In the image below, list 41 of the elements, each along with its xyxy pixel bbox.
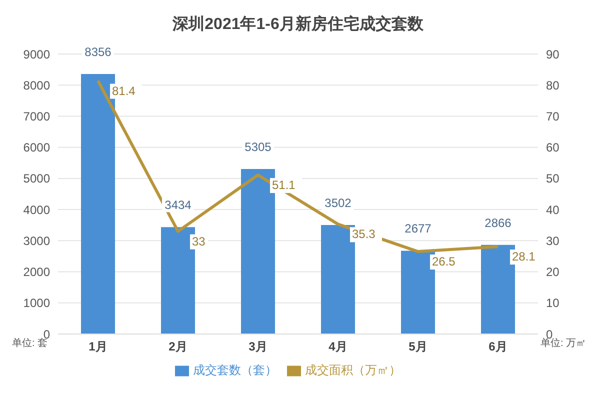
x-tick-label: 6月 [488, 340, 508, 354]
data-label: 26.5 [432, 254, 456, 269]
y-tick-label: 7000 [23, 109, 50, 124]
x-tick-label: 4月 [328, 340, 348, 354]
x-tick-label: 3月 [248, 340, 268, 354]
legend-label: 成交套数（套） [193, 363, 277, 377]
x-tick-label: 1月 [88, 340, 108, 354]
data-label: 3502 [324, 196, 352, 210]
legend-label: 成交面积（万㎡） [305, 363, 401, 377]
x-tick-label: 5月 [408, 340, 428, 354]
y2-tick-label: 70 [546, 109, 560, 124]
y-tick-label: 4000 [23, 202, 50, 217]
y2-tick-label: 10 [546, 296, 560, 310]
y2-tick-label: 90 [546, 47, 560, 62]
y-tick-label: 8000 [23, 78, 50, 92]
y-tick-label: 1000 [23, 296, 50, 310]
data-label: 33 [192, 234, 206, 248]
y-tick-label: 9000 [23, 47, 50, 62]
data-label: 2866 [484, 216, 512, 230]
y2-tick-label: 50 [546, 172, 560, 186]
y2-tick-label: 30 [546, 234, 560, 248]
y-tick-label: 5000 [23, 172, 50, 186]
y2-tick-label: 20 [546, 265, 560, 280]
y-tick-label: 2000 [23, 265, 50, 280]
x-tick-label: 2月 [168, 340, 188, 354]
data-label: 51.1 [272, 178, 296, 192]
data-label: 35.3 [352, 227, 376, 242]
data-label: 8356 [84, 45, 112, 60]
chart-title: 深圳2021年1-6月新房住宅成交套数 [172, 14, 424, 35]
y2-tick-label: 60 [546, 140, 560, 155]
data-label: 3434 [164, 198, 192, 212]
data-label: 28.1 [512, 250, 536, 264]
y2-tick-label: 80 [546, 78, 560, 92]
data-label: 2677 [404, 222, 432, 236]
y-axis-title: 单位: 套 [12, 338, 48, 350]
data-label: 81.4 [112, 84, 136, 98]
y-tick-label: 3000 [23, 234, 50, 248]
y2-tick-label: 40 [546, 202, 560, 217]
data-label: 5305 [244, 140, 272, 154]
y-tick-label: 6000 [23, 140, 50, 155]
y2-axis-title: 单位: 万㎡ [540, 338, 586, 350]
